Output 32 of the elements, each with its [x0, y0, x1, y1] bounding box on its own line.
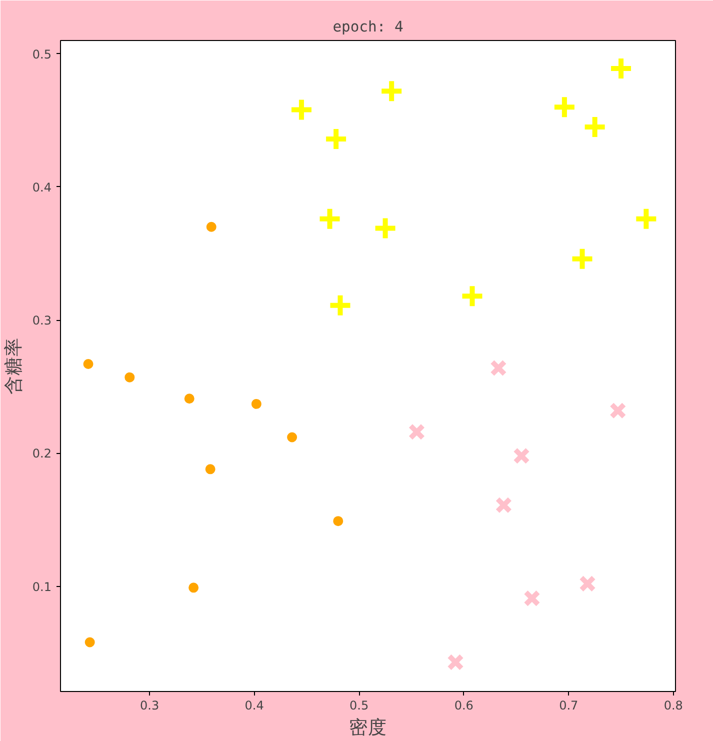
point [495, 496, 512, 514]
point [408, 423, 426, 440]
x-axis-title: 密度 [349, 716, 387, 738]
point [83, 359, 94, 369]
point [578, 575, 596, 592]
point [523, 590, 540, 607]
point [205, 464, 216, 474]
y-tick-label: 0.4 [32, 180, 52, 194]
point [333, 516, 344, 526]
x-tick-label: 0.3 [140, 698, 160, 712]
y-axis-title: 含糖率 [2, 338, 24, 394]
point [490, 359, 507, 377]
point [206, 222, 216, 232]
y-tick-label: 0.2 [32, 446, 52, 461]
point [84, 637, 95, 648]
point [609, 402, 626, 420]
x-tick-label: 0.6 [454, 698, 474, 712]
y-tick-label: 0.3 [32, 314, 52, 328]
point [287, 432, 298, 442]
point [446, 654, 464, 671]
x-tick-label: 0.5 [350, 698, 369, 712]
chart-title: epoch: 4 [332, 18, 404, 36]
point [124, 372, 135, 382]
x-tick-label: 0.8 [664, 698, 683, 712]
point [512, 447, 530, 464]
y-tick-label: 0.1 [32, 580, 52, 594]
x-tick-label: 0.7 [559, 698, 578, 712]
y-tick-label: 0.5 [32, 47, 52, 62]
x-tick-label: 0.4 [244, 698, 264, 712]
point [184, 394, 194, 404]
point [251, 398, 262, 409]
point [188, 582, 199, 593]
